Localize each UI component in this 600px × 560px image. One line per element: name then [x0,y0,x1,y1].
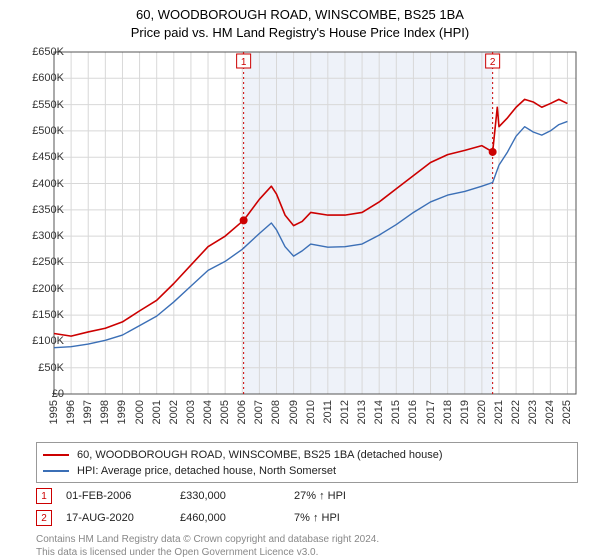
y-tick-label: £450K [16,151,64,163]
y-tick-label: £550K [16,99,64,111]
y-tick-label: £650K [16,46,64,58]
sale-marker-row-1: 1 01-FEB-2006 £330,000 27% ↑ HPI [36,488,578,504]
y-tick-label: £50K [16,362,64,374]
y-tick-label: £250K [16,256,64,268]
legend-label-hpi: HPI: Average price, detached house, Nort… [77,465,336,477]
x-tick-label: 2010 [305,400,317,424]
title-line-1: 60, WOODBOROUGH ROAD, WINSCOMBE, BS25 1B… [0,6,600,24]
legend-row-property: 60, WOODBOROUGH ROAD, WINSCOMBE, BS25 1B… [43,447,571,463]
x-tick-label: 2025 [561,400,573,424]
x-tick-label: 2000 [134,400,146,424]
x-tick-label: 2013 [356,400,368,424]
y-tick-label: £350K [16,204,64,216]
x-tick-label: 2017 [425,400,437,424]
x-tick-label: 2021 [493,400,505,424]
y-tick-label: £500K [16,125,64,137]
y-tick-label: £200K [16,283,64,295]
x-tick-label: 2007 [253,400,265,424]
sale-marker-price-1: £330,000 [180,490,280,502]
x-tick-label: 2019 [459,400,471,424]
legend-swatch-property [43,454,69,456]
x-tick-label: 2004 [202,400,214,424]
footer: Contains HM Land Registry data © Crown c… [36,534,578,559]
svg-text:1: 1 [241,57,247,68]
y-tick-label: £600K [16,72,64,84]
x-tick-label: 2001 [151,400,163,424]
x-tick-label: 2009 [288,400,300,424]
x-tick-label: 1996 [65,400,77,424]
legend-swatch-hpi [43,470,69,472]
x-tick-label: 2006 [236,400,248,424]
y-tick-label: £300K [16,230,64,242]
footer-line-2: This data is licensed under the Open Gov… [36,547,578,560]
x-tick-label: 2014 [373,400,385,424]
footer-line-1: Contains HM Land Registry data © Crown c… [36,534,578,547]
x-tick-label: 2022 [510,400,522,424]
chart-svg: 12 [50,48,580,398]
sale-marker-delta-1: 27% ↑ HPI [294,490,394,502]
sale-marker-row-2: 2 17-AUG-2020 £460,000 7% ↑ HPI [36,510,578,526]
x-tick-label: 2008 [270,400,282,424]
x-tick-label: 1997 [82,400,94,424]
x-tick-label: 1999 [116,400,128,424]
sale-marker-badge-2: 2 [36,510,52,526]
y-tick-label: £400K [16,178,64,190]
sale-marker-price-2: £460,000 [180,512,280,524]
y-tick-label: £0 [16,388,64,400]
legend-box: 60, WOODBOROUGH ROAD, WINSCOMBE, BS25 1B… [36,442,578,483]
x-tick-label: 2015 [390,400,402,424]
x-tick-label: 1995 [48,400,60,424]
y-tick-label: £150K [16,309,64,321]
sale-marker-num-2: 2 [41,513,47,524]
x-tick-label: 2005 [219,400,231,424]
x-tick-label: 2016 [407,400,419,424]
sale-marker-date-2: 17-AUG-2020 [66,512,166,524]
sale-marker-delta-2: 7% ↑ HPI [294,512,394,524]
chart-area: 12 [50,48,580,398]
x-tick-label: 2020 [476,400,488,424]
x-tick-label: 2011 [322,400,334,424]
sale-marker-date-1: 01-FEB-2006 [66,490,166,502]
y-tick-label: £100K [16,335,64,347]
sale-marker-badge-1: 1 [36,488,52,504]
title-block: 60, WOODBOROUGH ROAD, WINSCOMBE, BS25 1B… [0,0,600,43]
sale-marker-num-1: 1 [41,491,47,502]
x-tick-label: 1998 [99,400,111,424]
x-tick-label: 2012 [339,400,351,424]
x-tick-label: 2002 [168,400,180,424]
svg-text:2: 2 [490,57,496,68]
legend-label-property: 60, WOODBOROUGH ROAD, WINSCOMBE, BS25 1B… [77,449,443,461]
x-tick-label: 2003 [185,400,197,424]
title-line-2: Price paid vs. HM Land Registry's House … [0,24,600,42]
chart-container: 60, WOODBOROUGH ROAD, WINSCOMBE, BS25 1B… [0,0,600,560]
x-tick-label: 2024 [544,400,556,424]
x-tick-label: 2023 [527,400,539,424]
x-tick-label: 2018 [442,400,454,424]
legend-row-hpi: HPI: Average price, detached house, Nort… [43,463,571,479]
